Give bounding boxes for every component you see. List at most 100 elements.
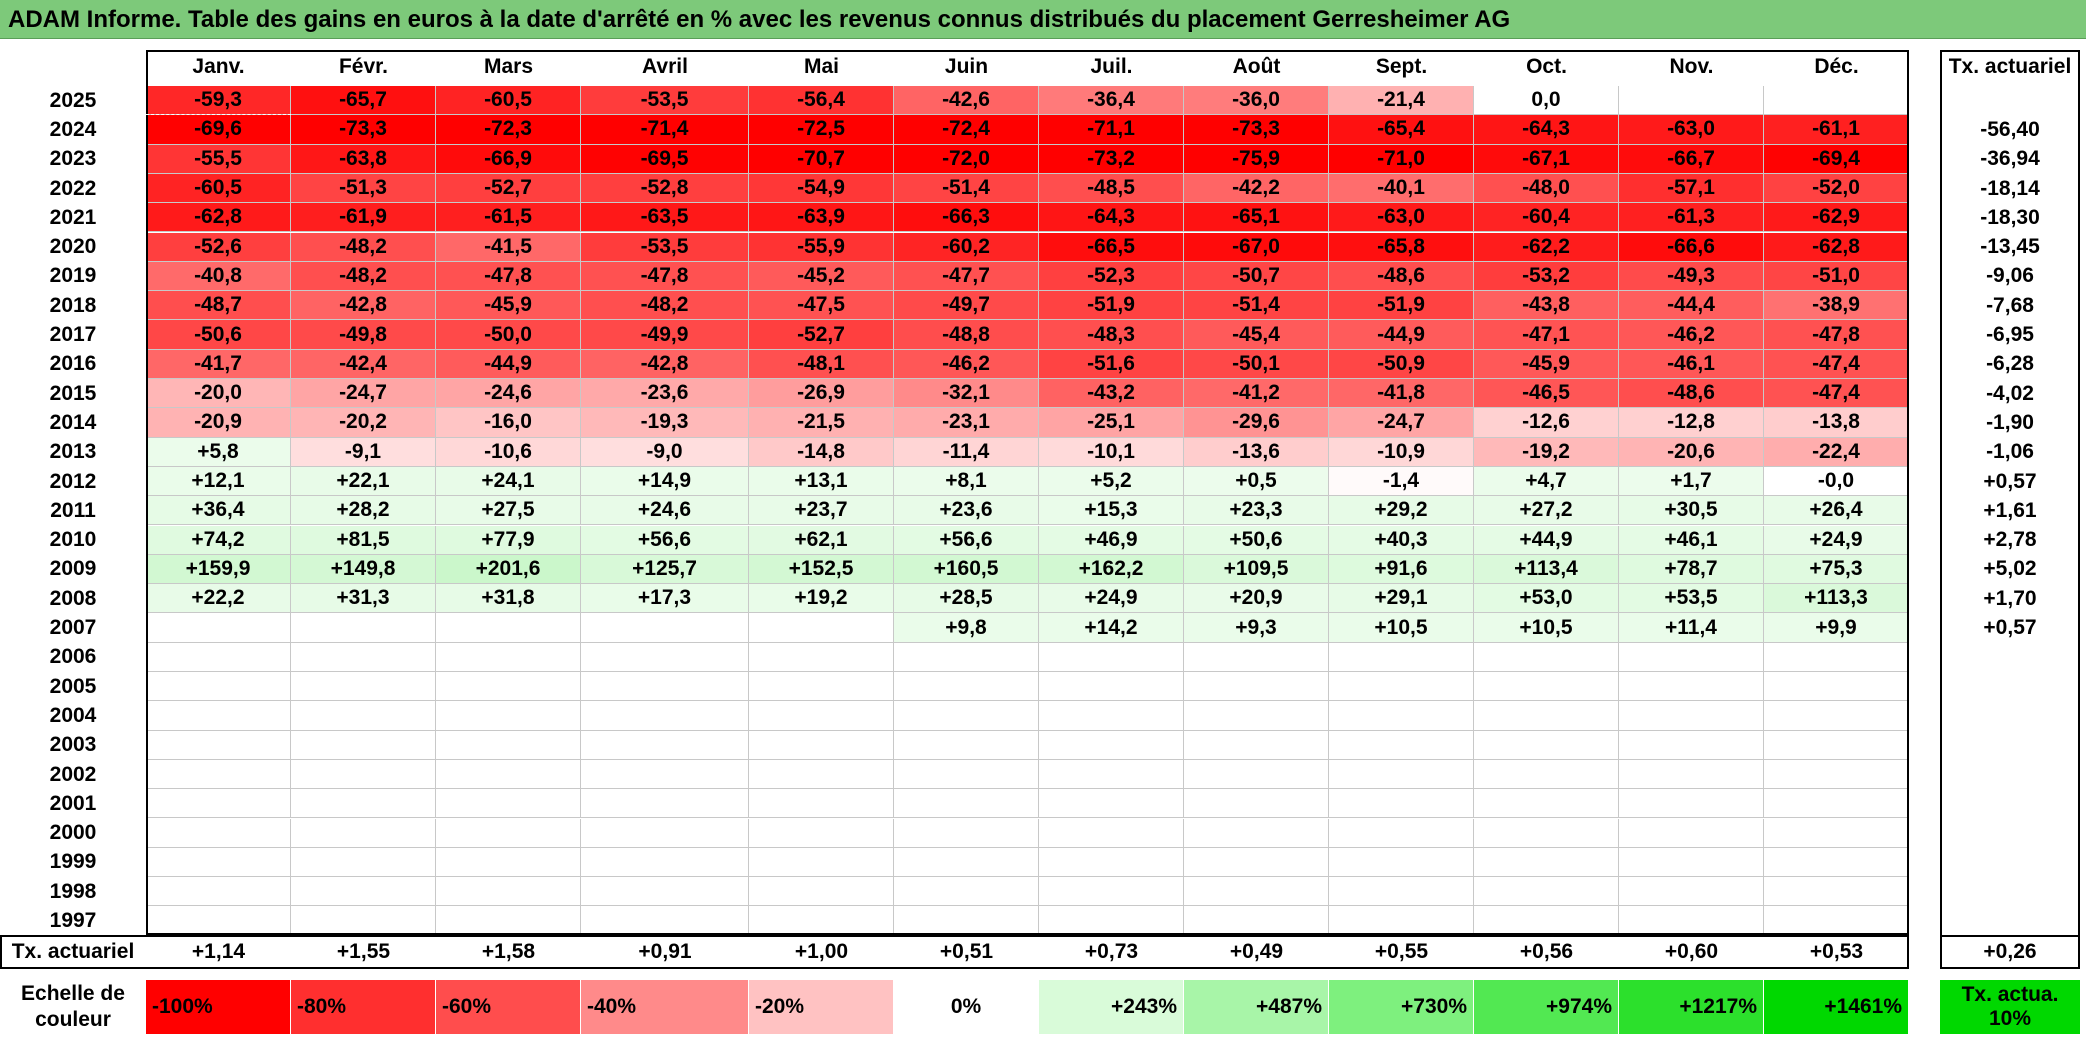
table-cell: -73,2 [1039, 144, 1184, 174]
table-cell [146, 642, 291, 672]
table-cell [1039, 759, 1184, 790]
table-cell [749, 613, 894, 643]
year-label: 2007 [49, 616, 97, 640]
table-cell [894, 789, 1039, 819]
table-cell [581, 730, 749, 760]
table-cell [1184, 789, 1329, 819]
annual-rate-cell: -1,06 [1986, 440, 2034, 464]
table-cell [894, 730, 1039, 760]
table-cell: -51,9 [1329, 291, 1474, 321]
month-header: Déc. [1814, 55, 1859, 78]
legend-annual-swatch: Tx. actua. 10% [1940, 980, 2080, 1034]
table-cell [894, 701, 1039, 731]
legend-label: Echelle de couleur [21, 982, 125, 1031]
annual-rate-cell [1940, 760, 2080, 789]
annual-rate-header: Tx. actuariel [1948, 55, 2072, 78]
table-cell: -42,4 [291, 349, 436, 379]
year-label: 2003 [49, 733, 97, 757]
table-cell [1329, 877, 1474, 907]
table-cell [1619, 730, 1764, 760]
table-cell: +10,5 [1329, 613, 1474, 643]
table-cell: -10,6 [436, 437, 581, 467]
table-cell: -52,6 [146, 232, 291, 262]
table-cell: -41,7 [146, 349, 291, 379]
table-cell: +27,5 [436, 496, 581, 526]
table-cell [436, 730, 581, 760]
table-cell: +15,3 [1039, 496, 1184, 526]
table-cell: -59,3 [146, 86, 291, 116]
table-cell: -52,0 [1764, 173, 1909, 204]
table-cell: -47,5 [749, 291, 894, 321]
page-title: ADAM Informe. Table des gains en euros à… [8, 6, 1511, 33]
year-label: 2025 [49, 88, 97, 112]
table-cell [1764, 847, 1909, 878]
table-cell [436, 877, 581, 907]
table-cell: -41,8 [1329, 379, 1474, 409]
table-cell [581, 613, 749, 643]
legend-swatch: +1461% [1764, 980, 1909, 1034]
table-cell [291, 730, 436, 760]
table-cell [146, 789, 291, 819]
legend-swatch: -40% [581, 980, 749, 1034]
annual-rate-cell [1940, 819, 2080, 848]
table-cell [291, 877, 436, 907]
table-cell [436, 759, 581, 790]
annual-rate-cell [1940, 789, 2080, 818]
table-cell: +160,5 [894, 554, 1039, 585]
table-cell: -36,4 [1039, 86, 1184, 116]
footer-cell: +0,91 [638, 940, 692, 963]
table-cell: +23,3 [1184, 496, 1329, 526]
table-cell: -51,9 [1039, 291, 1184, 321]
table-cell [1764, 701, 1909, 731]
table-cell: -14,8 [749, 437, 894, 467]
table-cell: -67,0 [1184, 232, 1329, 262]
table-cell: -47,1 [1474, 320, 1619, 350]
table-cell [146, 818, 291, 848]
table-cell: -69,4 [1764, 144, 1909, 174]
table-cell [1474, 877, 1619, 907]
table-cell: -47,8 [581, 261, 749, 292]
table-cell [291, 789, 436, 819]
table-cell: -60,4 [1474, 203, 1619, 233]
table-cell [1764, 672, 1909, 702]
table-cell: +5,2 [1039, 466, 1184, 497]
year-label: 2006 [49, 645, 97, 669]
footer-cell: +1,00 [794, 940, 849, 963]
table-cell [1329, 642, 1474, 672]
year-label: 2021 [49, 205, 97, 229]
annual-rate-cell [1940, 848, 2080, 877]
table-cell: -1,4 [1329, 466, 1474, 497]
table-cell: -44,9 [436, 349, 581, 379]
table-cell [1764, 86, 1909, 116]
table-cell: -51,6 [1039, 349, 1184, 379]
table-cell [894, 642, 1039, 672]
table-cell [1764, 642, 1909, 672]
table-cell [749, 789, 894, 819]
year-label: 2018 [49, 293, 97, 317]
table-cell: +14,9 [581, 466, 749, 497]
table-cell [1329, 759, 1474, 790]
annual-rate-cell [1940, 86, 2080, 115]
annual-rate-cell: +1,70 [1983, 586, 2037, 610]
table-cell: -42,8 [581, 349, 749, 379]
table-cell: -11,4 [894, 437, 1039, 467]
table-cell: -71,4 [581, 115, 749, 145]
year-label: 2023 [49, 147, 97, 171]
table-cell: -50,7 [1184, 261, 1329, 292]
table-cell [146, 847, 291, 878]
table-cell [1474, 789, 1619, 819]
table-cell [749, 877, 894, 907]
table-cell [1619, 847, 1764, 878]
year-label: 2012 [49, 469, 97, 493]
table-cell: +4,7 [1474, 466, 1619, 497]
table-cell: -24,6 [436, 379, 581, 409]
table-cell: -48,2 [291, 232, 436, 262]
table-cell: +53,5 [1619, 584, 1764, 614]
table-cell [1329, 789, 1474, 819]
table-cell [1184, 672, 1329, 702]
table-cell: -63,0 [1619, 115, 1764, 145]
table-cell: -49,9 [581, 320, 749, 350]
table-cell: -62,8 [146, 203, 291, 233]
table-cell: -50,0 [436, 320, 581, 350]
table-cell [1619, 642, 1764, 672]
